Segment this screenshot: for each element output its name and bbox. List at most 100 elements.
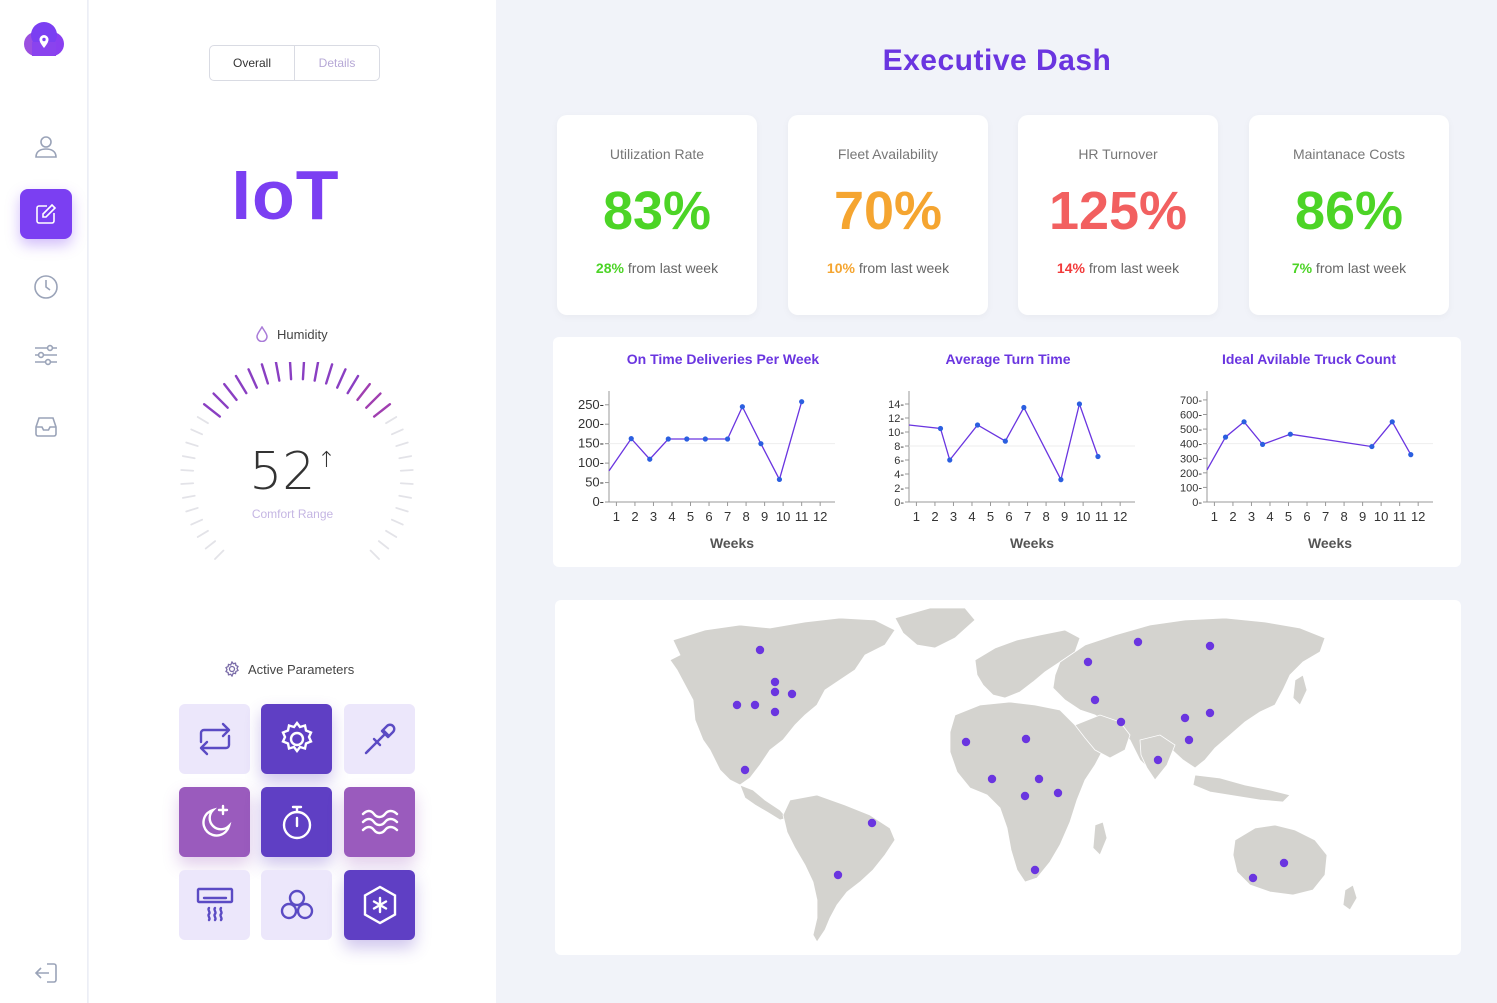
madagascar-landmass: [1092, 821, 1108, 856]
series-line: [1206, 420, 1412, 471]
x-tick-label: 9: [761, 509, 768, 524]
x-tick-label: 5: [687, 509, 694, 524]
data-point: [1408, 452, 1414, 458]
x-tick-label: 10: [1076, 509, 1090, 524]
param-waves-button[interactable]: [344, 787, 415, 857]
data-point: [739, 404, 745, 410]
map-marker: [1248, 873, 1258, 883]
gauge-tick: [288, 362, 293, 381]
nav-history[interactable]: [20, 262, 72, 312]
map-marker: [833, 870, 843, 880]
kpi-title: Utilization Rate: [609, 146, 705, 162]
data-point: [647, 456, 653, 462]
tab-overall[interactable]: Overall: [210, 46, 295, 80]
x-axis-label: Weeks: [1010, 535, 1054, 551]
y-tick-label: 4-: [894, 469, 904, 481]
kpi-change: 7% from last week: [1249, 260, 1449, 276]
map-marker: [740, 765, 750, 775]
kpi-value: 86%: [1294, 181, 1404, 241]
param-snowflake-button[interactable]: [344, 870, 415, 940]
x-tick-label: 5: [987, 509, 994, 524]
kpi-value: 70%: [833, 181, 943, 241]
x-tick-label: 7: [724, 509, 731, 524]
gauge-tick: [182, 455, 196, 460]
gauge-tick: [395, 507, 409, 513]
x-tick-label: 11: [1393, 509, 1407, 524]
data-point: [1076, 401, 1083, 407]
x-tick-label: 11: [795, 509, 809, 524]
kpi-change-percent: 14%: [1056, 260, 1085, 276]
kpi-card: Utilization Rate 83% 28% from last week: [557, 115, 757, 315]
kpi-change-percent: 28%: [595, 260, 624, 276]
param-night-mode-button[interactable]: [179, 787, 250, 857]
gauge-tick: [377, 540, 390, 550]
gauge-tick: [247, 368, 258, 389]
data-point: [684, 436, 690, 442]
kpi-change-percent: 7%: [1291, 260, 1313, 276]
y-tick-label: 250-: [578, 397, 604, 412]
tab-details[interactable]: Details: [318, 56, 356, 70]
south-america-landmass: [782, 794, 896, 943]
truck-count-chart: 0-100-200-300-400-500-600-700-1 2 3 4 5 6 7 8 9 1…: [1180, 391, 1433, 551]
gauge-tick: [234, 374, 248, 395]
inbox-icon: [35, 417, 57, 437]
x-tick-label: 12: [813, 509, 827, 524]
gauge-tick: [185, 507, 199, 513]
param-fan-button[interactable]: [261, 870, 332, 940]
y-tick-label: 500-: [1180, 424, 1202, 436]
y-tick-label: 400-: [1180, 439, 1202, 451]
y-tick-label: 50-: [585, 475, 604, 490]
gauge-tick: [196, 416, 209, 425]
gauge-tick: [365, 392, 382, 409]
app-logo[interactable]: [22, 20, 66, 62]
x-tick-label: 4: [968, 509, 975, 524]
data-point: [1287, 431, 1293, 437]
gauge-tick: [313, 362, 320, 382]
australia-landmass: [1232, 824, 1328, 896]
map-marker: [732, 700, 742, 710]
x-axis-label: Weeks: [1308, 535, 1352, 551]
japan-landmass: [1292, 674, 1308, 706]
x-tick-label: 6: [1005, 509, 1012, 524]
data-point: [776, 476, 783, 483]
data-point: [937, 425, 944, 432]
sidebar: [0, 0, 88, 1003]
world-map-graphic: [669, 607, 1358, 943]
nav-profile[interactable]: [20, 121, 72, 171]
humidity-caption: Comfort Range: [251, 507, 334, 521]
map-marker: [787, 689, 797, 699]
param-timer-button[interactable]: [261, 787, 332, 857]
nav-edit[interactable]: [20, 189, 72, 239]
gauge-tick: [369, 549, 380, 560]
kpi-value: 83%: [602, 181, 712, 241]
param-air-conditioner-button[interactable]: [179, 870, 250, 940]
active-parameters-label: Active Parameters: [224, 661, 354, 677]
data-point: [1002, 438, 1008, 444]
gauge-tick: [185, 441, 199, 447]
charts-card: On Time Deliveries Per Week Average Turn…: [553, 337, 1461, 567]
gauge-tick: [180, 482, 195, 485]
kpi-title: Fleet Availability: [837, 146, 939, 162]
iot-title: IoT: [231, 156, 340, 234]
x-tick-label: 9: [1061, 509, 1068, 524]
kpi-value: 125%: [1048, 181, 1188, 241]
data-point: [1095, 453, 1101, 460]
x-tick-label: 1: [1211, 509, 1218, 524]
param-settings-button[interactable]: [261, 704, 332, 774]
gauge-tick: [260, 363, 270, 385]
nav-inbox[interactable]: [20, 401, 72, 451]
x-tick-label: 11: [1095, 509, 1109, 524]
param-eyedropper-button[interactable]: [344, 704, 415, 774]
x-tick-label: 10: [1374, 509, 1388, 524]
gauge-tick: [399, 482, 414, 485]
nav-settings[interactable]: [20, 330, 72, 380]
data-point: [1389, 419, 1395, 425]
param-repeat-button[interactable]: [179, 704, 250, 774]
logout-button[interactable]: [20, 948, 72, 998]
view-toggle: Overall Details: [209, 45, 380, 81]
map-marker: [770, 707, 780, 717]
chart-title: Ideal Avilable Truck Count: [1221, 351, 1396, 367]
y-tick-label: 700-: [1180, 395, 1202, 407]
gear-icon: [225, 661, 239, 677]
